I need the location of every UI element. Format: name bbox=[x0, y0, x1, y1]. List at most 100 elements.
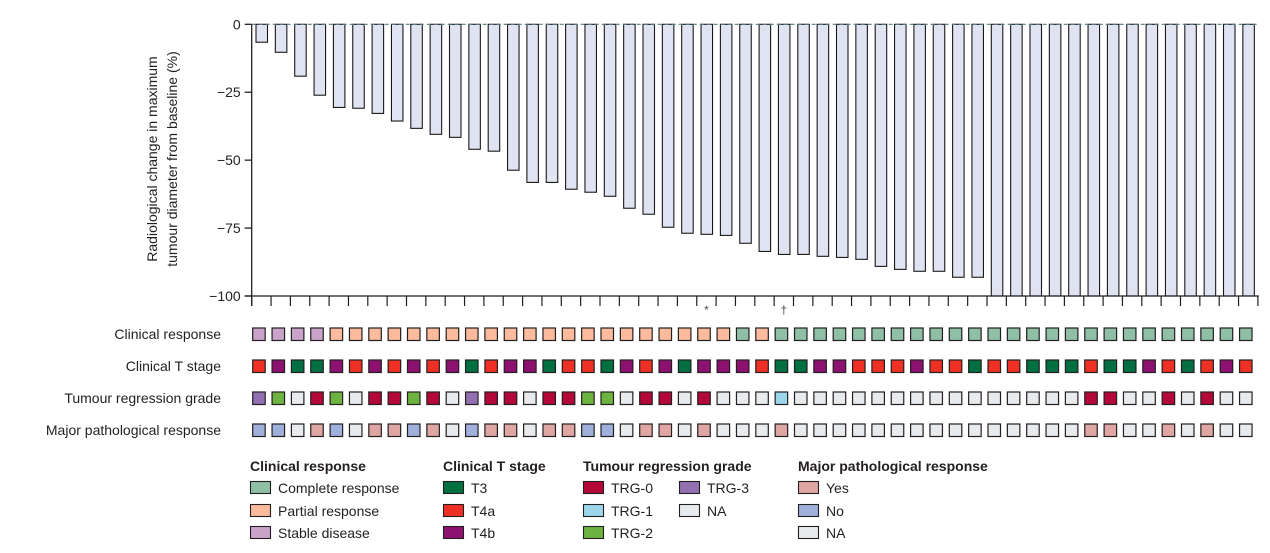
track-cell bbox=[968, 391, 982, 406]
track-cell bbox=[1026, 359, 1040, 374]
track-cell bbox=[1238, 327, 1253, 342]
track-cell bbox=[755, 391, 769, 406]
track-cell bbox=[832, 327, 847, 342]
track-cell bbox=[561, 359, 576, 374]
track-cell bbox=[406, 423, 421, 438]
track-cell bbox=[348, 391, 363, 406]
legend-item: No bbox=[797, 503, 844, 519]
legend-group-major-pathological-response: Major pathological response Yes No NA bbox=[797, 458, 988, 541]
track-cell bbox=[600, 359, 615, 374]
track-label: Tumour regression grade bbox=[64, 390, 221, 406]
track-cell bbox=[445, 391, 460, 406]
track-cell bbox=[561, 423, 576, 438]
bar bbox=[371, 23, 385, 114]
track-cell bbox=[735, 359, 750, 374]
track-cell bbox=[929, 391, 944, 406]
track-cell bbox=[271, 359, 286, 374]
track-cell bbox=[271, 327, 286, 342]
track-cell bbox=[968, 359, 982, 374]
track-cell bbox=[639, 423, 653, 438]
track-cell bbox=[1161, 423, 1176, 438]
bar bbox=[623, 23, 636, 209]
track-cell bbox=[445, 327, 460, 342]
track-cell bbox=[871, 391, 886, 406]
track-cell bbox=[406, 359, 421, 374]
track-cell bbox=[1006, 423, 1021, 438]
track-cell bbox=[290, 423, 305, 438]
legend-item: TRG-2 bbox=[582, 525, 653, 541]
bar bbox=[487, 23, 501, 152]
track-cell bbox=[1084, 359, 1098, 374]
track-cell bbox=[252, 327, 266, 342]
legend-swatch bbox=[678, 503, 701, 518]
bar bbox=[739, 23, 752, 244]
track-cell bbox=[387, 391, 402, 406]
bar bbox=[506, 23, 520, 171]
track-cell bbox=[948, 391, 963, 406]
legend-swatch bbox=[582, 503, 605, 518]
track-cell bbox=[987, 327, 1002, 342]
track-cell bbox=[1142, 423, 1156, 438]
track-cell bbox=[909, 391, 924, 406]
bar bbox=[545, 23, 559, 183]
track-cell bbox=[271, 423, 286, 438]
track-cell bbox=[639, 327, 653, 342]
track-cell bbox=[1045, 391, 1060, 406]
track-cell bbox=[581, 391, 595, 406]
track-cell bbox=[813, 359, 827, 374]
track-cell bbox=[1200, 391, 1214, 406]
legend-swatch bbox=[797, 503, 820, 518]
track-cell bbox=[968, 327, 982, 342]
track-cell bbox=[890, 359, 905, 374]
track-cell bbox=[793, 391, 808, 406]
track-cell bbox=[484, 327, 498, 342]
track-cell bbox=[1064, 359, 1079, 374]
track-cell bbox=[1142, 391, 1156, 406]
track-cell bbox=[503, 423, 518, 438]
track-cell bbox=[600, 423, 615, 438]
bar bbox=[1164, 23, 1178, 297]
bar bbox=[1222, 23, 1236, 297]
track-cell bbox=[503, 391, 518, 406]
track-cell bbox=[948, 327, 963, 342]
track-cell bbox=[426, 327, 440, 342]
track-cell bbox=[851, 423, 866, 438]
track-cell bbox=[426, 391, 440, 406]
bar bbox=[932, 23, 946, 272]
track-cell bbox=[542, 423, 557, 438]
bar bbox=[1048, 23, 1062, 297]
legend-swatch bbox=[442, 525, 465, 540]
legend-item: TRG-0 bbox=[582, 480, 653, 496]
track-cell bbox=[871, 423, 886, 438]
track-cell bbox=[1064, 423, 1079, 438]
track-cell bbox=[929, 359, 944, 374]
track-cell bbox=[348, 359, 363, 374]
bar bbox=[448, 23, 462, 138]
track-label: Major pathological response bbox=[46, 422, 221, 438]
track-cell bbox=[929, 327, 944, 342]
legend-swatch bbox=[797, 525, 820, 540]
track-cell bbox=[871, 359, 886, 374]
track-cell bbox=[464, 391, 479, 406]
bar bbox=[642, 23, 656, 215]
track-cell bbox=[658, 327, 673, 342]
track-cell bbox=[1103, 359, 1118, 374]
track-label: Clinical T stage bbox=[126, 358, 221, 374]
track-cell bbox=[426, 423, 440, 438]
legend-swatch bbox=[678, 480, 701, 495]
y-axis-label: Radiological change in maximum tumour di… bbox=[144, 51, 180, 267]
track-cell bbox=[774, 423, 789, 438]
bar bbox=[990, 23, 1004, 297]
bar bbox=[758, 23, 772, 252]
track-cell bbox=[909, 359, 924, 374]
track-cell bbox=[542, 391, 557, 406]
legend-item: Stable disease bbox=[249, 525, 370, 541]
track-cell bbox=[445, 359, 460, 374]
asterisk-marker: * bbox=[704, 303, 709, 317]
bar bbox=[661, 23, 675, 228]
track-cell bbox=[387, 359, 402, 374]
track-cell bbox=[1064, 391, 1079, 406]
legend-swatch bbox=[797, 480, 820, 495]
track-cell bbox=[639, 359, 653, 374]
track-cell bbox=[522, 327, 537, 342]
